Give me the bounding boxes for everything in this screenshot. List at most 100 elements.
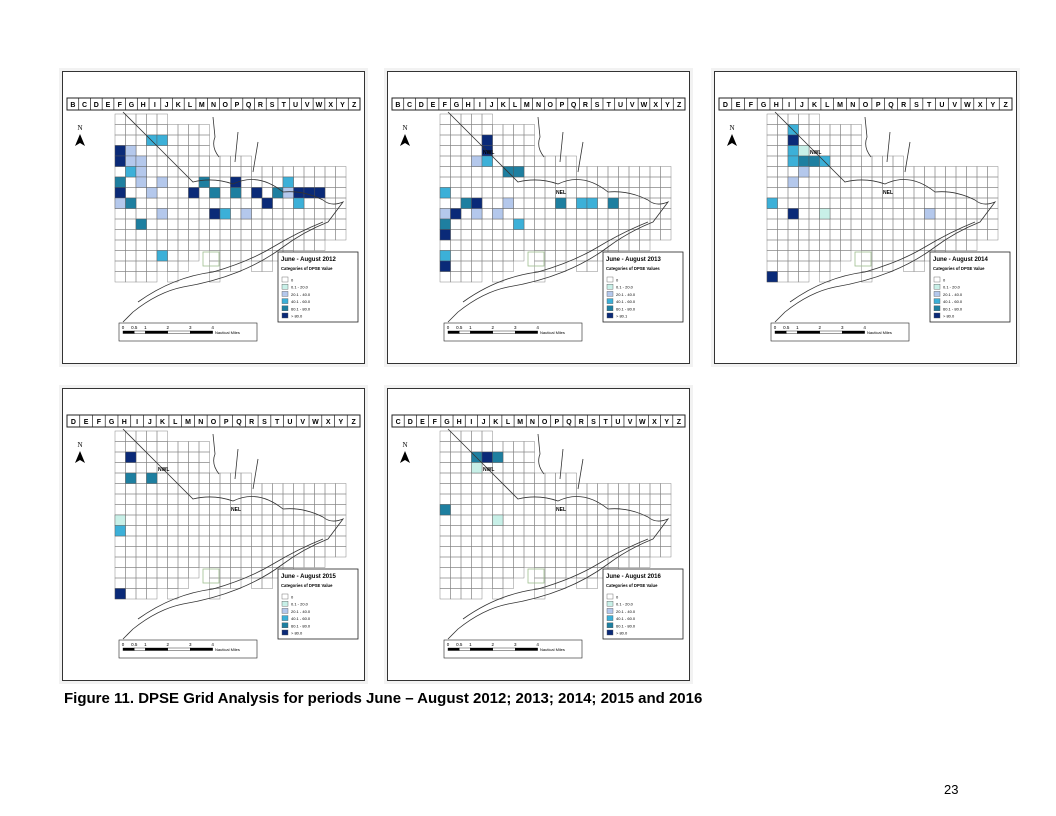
legend-label: 60.1 - 80.0 [291,623,311,628]
north-arrow-shape [727,134,737,146]
grid-cell [303,514,315,526]
grid-cell [460,546,472,558]
column-letter: T [275,419,280,426]
grid-cell [240,472,252,484]
grid-cell [544,472,556,484]
grid-cell [565,218,577,230]
grid-cell [324,218,336,230]
grid-cell [492,441,504,453]
grid-cell [607,218,619,230]
legend-label: 0.1 - 20.0 [943,285,961,290]
grid-cell [146,535,158,547]
grid-cell [840,229,852,241]
coastline-north [447,111,670,323]
column-letter: D [408,419,413,426]
grid-cell [492,260,504,272]
grid [114,113,347,283]
grid-cell [439,493,451,505]
grid-cell [513,451,525,463]
grid-cell [513,124,525,136]
grid-cell [618,535,630,547]
grid-cell [523,176,535,188]
grid-cell [819,134,831,146]
grid-cell [135,430,147,442]
grid-cell [135,208,147,220]
grid-cell [649,493,661,505]
grid-cell [523,504,535,516]
grid-cell [639,197,651,209]
coastline-inlet [537,433,584,490]
grid-cell [481,514,493,526]
column-letter: Y [991,102,996,109]
grid-cell [502,229,514,241]
dpse-cell [471,155,483,167]
grid-cell [534,493,546,505]
grid-cell [534,472,546,484]
grid-cell [829,229,841,241]
grid-cell [766,239,778,251]
column-letter: D [94,102,99,109]
grid-cell [460,567,472,579]
grid-cell [240,514,252,526]
dpse-cell [481,155,493,167]
column-letter: B [395,102,400,109]
grid-cell [597,483,609,495]
grid-cell [502,260,514,272]
column-letter: Y [665,102,670,109]
column-header-frame [391,97,686,111]
grid-cell [766,250,778,262]
grid-cell [177,134,189,146]
grid-cell [471,504,483,516]
grid-cell [125,260,137,272]
grid-cell [450,441,462,453]
dpse-cell [808,155,820,167]
grid-cell [114,472,126,484]
coastline [774,111,997,323]
column-letter: H [141,102,146,109]
grid-cell [471,229,483,241]
dpse-cell [481,134,493,146]
grid-cell [167,493,179,505]
grid-cell [114,208,126,220]
grid-cell [502,525,514,537]
column-letter: Z [352,102,357,109]
grid-cell [156,451,168,463]
grid-cell [513,546,525,558]
grid-cell [597,218,609,230]
dpse-cell [766,197,778,209]
grid-cell [555,535,567,547]
grid-cell [439,483,451,495]
grid-cell [829,239,841,251]
legend-swatch [933,298,941,304]
scale-tick: 4 [536,325,539,330]
scale-segment [492,647,516,651]
grid-cell [607,514,619,526]
legend-swatch [281,622,289,629]
grid-cell [198,504,210,516]
scale-tick: 2 [492,642,495,647]
grid-cell [586,166,598,178]
grid-cell [555,493,567,505]
map-label: NEL [556,190,566,196]
grid-cell [450,493,462,505]
grid-cell [230,535,242,547]
grid-cell [576,546,588,558]
legend-swatch [281,615,289,621]
grid-cell [251,239,263,251]
legend-title: Categories of DPSE Value [606,583,658,588]
grid-cell [240,176,252,188]
scale-segment [122,330,135,334]
grid-cell [892,218,904,230]
grid-cell [903,187,915,199]
legend-swatch [606,615,614,621]
column-letter: B [70,102,75,109]
dpse-cell [576,197,588,209]
scale-segment [447,330,460,334]
grid-cell [450,166,462,178]
grid-cell [230,556,242,568]
scale-tick: 0 [122,325,125,330]
column-letter: Q [571,102,577,109]
grid-cell [314,504,326,516]
grid-cell [576,260,588,272]
grid-cell [167,483,179,495]
